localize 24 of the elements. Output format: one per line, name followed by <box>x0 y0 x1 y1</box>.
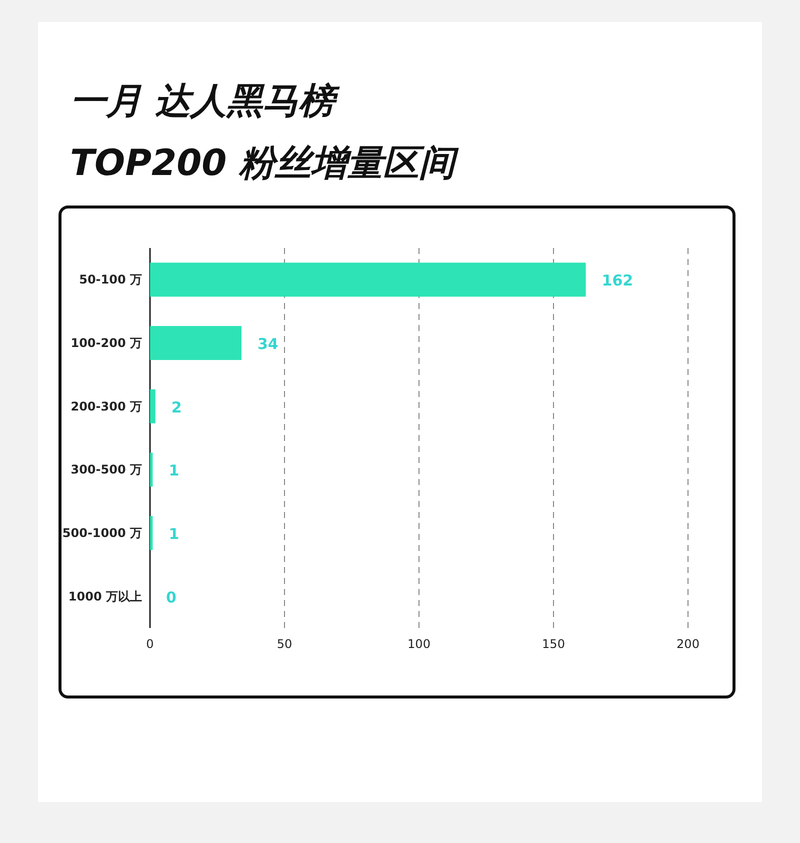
x-tick-label: 200 <box>676 637 700 651</box>
y-tick-label: 200-300 万 <box>70 399 142 414</box>
data-label: 1 <box>168 462 180 480</box>
data-label: 162 <box>602 272 634 290</box>
y-tick-label: 50-100 万 <box>79 272 142 287</box>
bar <box>150 516 153 550</box>
y-tick-label: 100-200 万 <box>70 336 142 350</box>
data-label: 0 <box>166 588 176 606</box>
data-label: 34 <box>257 335 278 353</box>
y-tick-label: 300-500 万 <box>70 462 142 477</box>
x-tick-label: 150 <box>542 637 565 651</box>
bar <box>150 452 153 487</box>
data-label: 1 <box>168 525 180 543</box>
x-tick-label: 100 <box>408 637 430 651</box>
x-tick-label: 50 <box>276 637 292 651</box>
x-tick-label: 0 <box>146 637 154 651</box>
y-tick-label: 1000 万以上 <box>68 589 142 604</box>
bar <box>150 326 242 360</box>
chart-title: 一月 达人黑马榜 <box>70 81 341 122</box>
bar <box>150 389 156 424</box>
chart-subtitle: TOP200 粉丝增量区间 <box>70 143 460 184</box>
y-tick-label: 500-1000 万 <box>62 526 142 540</box>
data-label: 2 <box>171 398 182 416</box>
bar <box>150 262 586 297</box>
